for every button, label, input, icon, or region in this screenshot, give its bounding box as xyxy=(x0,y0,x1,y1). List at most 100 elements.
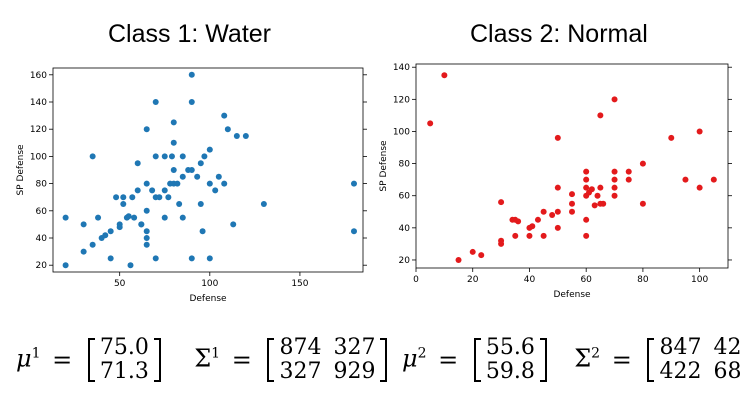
data-point xyxy=(600,200,607,207)
y-axis-label: SP Defense xyxy=(379,140,389,192)
data-point xyxy=(696,128,703,135)
data-point xyxy=(498,237,505,244)
data-point xyxy=(174,180,181,187)
data-point xyxy=(201,153,208,160)
cov-value: 327 xyxy=(279,359,322,384)
data-point xyxy=(149,187,156,194)
x-tick-label: 150 xyxy=(291,279,308,289)
data-point xyxy=(554,224,561,231)
data-point xyxy=(107,255,114,262)
data-point xyxy=(478,252,485,259)
data-point xyxy=(102,232,109,239)
data-point xyxy=(116,224,123,231)
y-tick-label: 100 xyxy=(393,127,410,137)
y-tick-label: 20 xyxy=(399,256,411,266)
data-point xyxy=(242,133,249,139)
data-point xyxy=(89,153,96,160)
chart-title-class2: Class 2: Normal xyxy=(470,20,648,48)
data-point xyxy=(583,176,590,183)
data-point xyxy=(107,228,114,235)
data-point xyxy=(668,134,675,141)
data-point xyxy=(534,216,541,223)
data-point xyxy=(455,256,462,263)
data-point xyxy=(188,255,195,262)
data-point xyxy=(113,194,120,201)
data-point xyxy=(350,180,357,187)
y-tick-label: 40 xyxy=(399,224,411,234)
data-point xyxy=(498,199,505,206)
cov-value: 847 xyxy=(659,335,702,360)
data-point xyxy=(143,207,150,214)
data-point xyxy=(138,221,145,228)
data-point xyxy=(120,194,127,201)
y-tick-label: 80 xyxy=(36,180,48,190)
cov-value: 422 xyxy=(713,335,742,360)
sigma-symbol: Σ xyxy=(574,344,592,373)
data-point xyxy=(569,200,575,207)
cov-value: 422 xyxy=(659,359,702,384)
y-tick-label: 40 xyxy=(36,234,48,244)
x-axis-label: Defense xyxy=(189,294,227,304)
data-point xyxy=(143,228,150,235)
data-point xyxy=(165,194,172,201)
cov-value: 685 xyxy=(713,359,742,384)
y-tick-label: 80 xyxy=(399,160,411,170)
data-point xyxy=(639,200,646,207)
data-point xyxy=(710,176,717,183)
data-point xyxy=(170,119,177,126)
equals-sign: = xyxy=(611,346,632,374)
data-point xyxy=(549,211,556,218)
x-tick-label: 60 xyxy=(580,275,592,285)
data-point xyxy=(583,232,590,239)
data-point xyxy=(143,180,150,187)
data-point xyxy=(583,168,590,175)
y-tick-label: 20 xyxy=(36,261,48,271)
formula-class2: μ2 = 55.6 59.8 Σ2 = 847422 422685 xyxy=(402,336,742,384)
plot-frame xyxy=(52,67,364,273)
data-point xyxy=(188,71,195,78)
data-point xyxy=(597,112,604,119)
data-point xyxy=(625,168,632,175)
x-tick-label: 20 xyxy=(467,275,479,285)
data-point xyxy=(540,208,547,215)
data-point xyxy=(143,126,150,133)
cov-value: 929 xyxy=(333,359,376,384)
data-point xyxy=(168,153,175,160)
data-point xyxy=(206,180,213,187)
x-tick-label: 40 xyxy=(524,275,536,285)
data-point xyxy=(212,187,219,194)
covariance-matrix: 874 327 327 929 xyxy=(267,335,388,384)
mean-value: 75.0 xyxy=(99,335,149,360)
data-point xyxy=(120,201,127,207)
data-point xyxy=(188,167,195,173)
plot-frame xyxy=(415,63,729,269)
data-point xyxy=(221,180,228,187)
data-point xyxy=(127,262,134,269)
data-point xyxy=(170,167,177,173)
data-point xyxy=(554,184,561,191)
data-point xyxy=(625,176,632,183)
y-axis-label: SP Defense xyxy=(16,144,26,196)
cov-value: 327 xyxy=(333,335,376,360)
data-point xyxy=(583,184,590,191)
data-point xyxy=(512,232,519,239)
equals-sign: = xyxy=(438,346,459,374)
mu-symbol: μ xyxy=(402,344,418,373)
y-tick-label: 120 xyxy=(30,125,47,135)
data-point xyxy=(554,208,561,215)
covariance-matrix: 847422 422685 xyxy=(647,336,742,384)
data-point xyxy=(682,176,689,183)
data-point xyxy=(89,241,96,248)
data-point xyxy=(540,232,547,239)
mean-vector: 75.0 71.3 xyxy=(87,335,161,384)
data-point xyxy=(199,228,206,235)
cov-value: 874 xyxy=(279,335,322,360)
data-point xyxy=(591,202,598,209)
equals-sign: = xyxy=(52,346,73,374)
data-point xyxy=(176,201,183,207)
sigma-symbol: Σ xyxy=(194,344,212,373)
data-point xyxy=(131,214,138,221)
data-point xyxy=(179,214,186,221)
data-point xyxy=(179,173,186,180)
data-point xyxy=(696,184,703,191)
